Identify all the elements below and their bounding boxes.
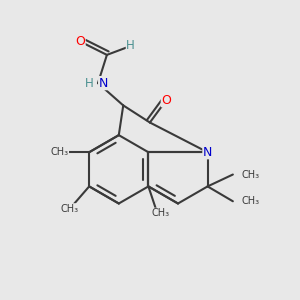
Text: H: H: [126, 40, 135, 52]
Text: N: N: [203, 146, 212, 159]
Text: CH₃: CH₃: [61, 204, 79, 214]
Text: H: H: [85, 76, 94, 90]
Text: O: O: [161, 94, 171, 107]
Text: O: O: [75, 35, 85, 48]
Text: CH₃: CH₃: [151, 208, 169, 218]
Text: N: N: [99, 76, 108, 90]
Text: CH₃: CH₃: [50, 147, 68, 157]
Text: CH₃: CH₃: [242, 169, 260, 179]
Text: CH₃: CH₃: [242, 196, 260, 206]
